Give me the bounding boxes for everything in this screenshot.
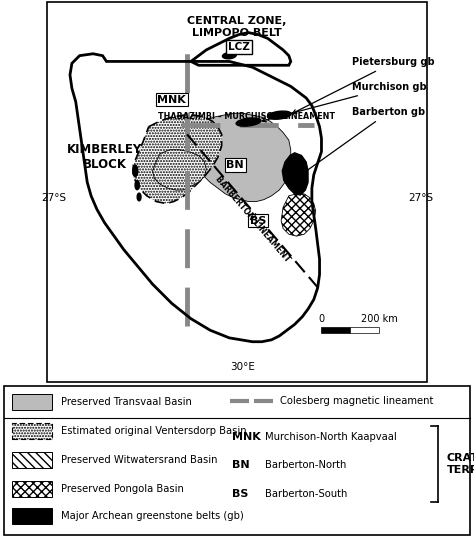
Text: Preserved Pongola Basin: Preserved Pongola Basin (61, 484, 183, 494)
Text: Pietersburg gb: Pietersburg gb (292, 57, 435, 113)
Text: CENTRAL ZONE,
LIMPOPO BELT: CENTRAL ZONE, LIMPOPO BELT (187, 16, 287, 38)
Ellipse shape (222, 53, 236, 59)
Text: Barberton-North: Barberton-North (265, 460, 347, 470)
Polygon shape (281, 194, 316, 236)
Polygon shape (283, 153, 308, 195)
Polygon shape (153, 150, 206, 190)
Text: BS: BS (250, 216, 266, 226)
Ellipse shape (133, 165, 138, 177)
Bar (12, 452, 52, 468)
Text: Barberton gb: Barberton gb (302, 107, 425, 174)
Ellipse shape (236, 118, 261, 126)
Text: MNK: MNK (232, 432, 261, 441)
Text: BARBERTON LINEAMENT: BARBERTON LINEAMENT (213, 174, 292, 264)
Text: CRATONIC
TERRANES: CRATONIC TERRANES (447, 453, 474, 475)
Text: BN: BN (232, 460, 250, 470)
Text: Preserved Witwatersrand Basin: Preserved Witwatersrand Basin (61, 455, 217, 465)
Ellipse shape (267, 111, 291, 119)
Text: Major Archean greenstone belts (gb): Major Archean greenstone belts (gb) (61, 511, 244, 521)
Bar (12, 481, 52, 497)
Bar (12, 423, 52, 439)
Bar (12, 394, 52, 410)
Text: Preserved Transvaal Basin: Preserved Transvaal Basin (61, 397, 191, 407)
Text: 0: 0 (319, 315, 325, 324)
Text: BN: BN (226, 160, 244, 170)
Polygon shape (133, 115, 222, 204)
Text: Murchison-North Kaapvaal: Murchison-North Kaapvaal (265, 432, 397, 441)
Text: KIMBERLEY
BLOCK: KIMBERLEY BLOCK (67, 143, 142, 171)
Polygon shape (195, 113, 291, 201)
Text: Murchison gb: Murchison gb (262, 82, 427, 122)
Text: 30°E: 30°E (230, 362, 255, 372)
Text: THABAZIMBI – MURCHISON LINEAMENT: THABAZIMBI – MURCHISON LINEAMENT (158, 112, 335, 121)
Bar (12, 508, 52, 524)
Text: LCZ: LCZ (228, 42, 250, 52)
Text: MNK: MNK (157, 95, 186, 105)
Text: 200 km: 200 km (361, 315, 397, 324)
Text: Estimated original Ventersdorp Basin: Estimated original Ventersdorp Basin (61, 426, 246, 436)
Text: 27°S: 27°S (408, 193, 433, 203)
Text: Colesberg magnetic lineament: Colesberg magnetic lineament (280, 396, 433, 407)
Ellipse shape (135, 180, 139, 190)
Text: 27°S: 27°S (41, 193, 66, 203)
Ellipse shape (137, 193, 141, 201)
Text: Barberton-South: Barberton-South (265, 489, 348, 498)
Bar (321, 327, 350, 333)
Text: BS: BS (232, 489, 249, 498)
Bar (350, 327, 379, 333)
